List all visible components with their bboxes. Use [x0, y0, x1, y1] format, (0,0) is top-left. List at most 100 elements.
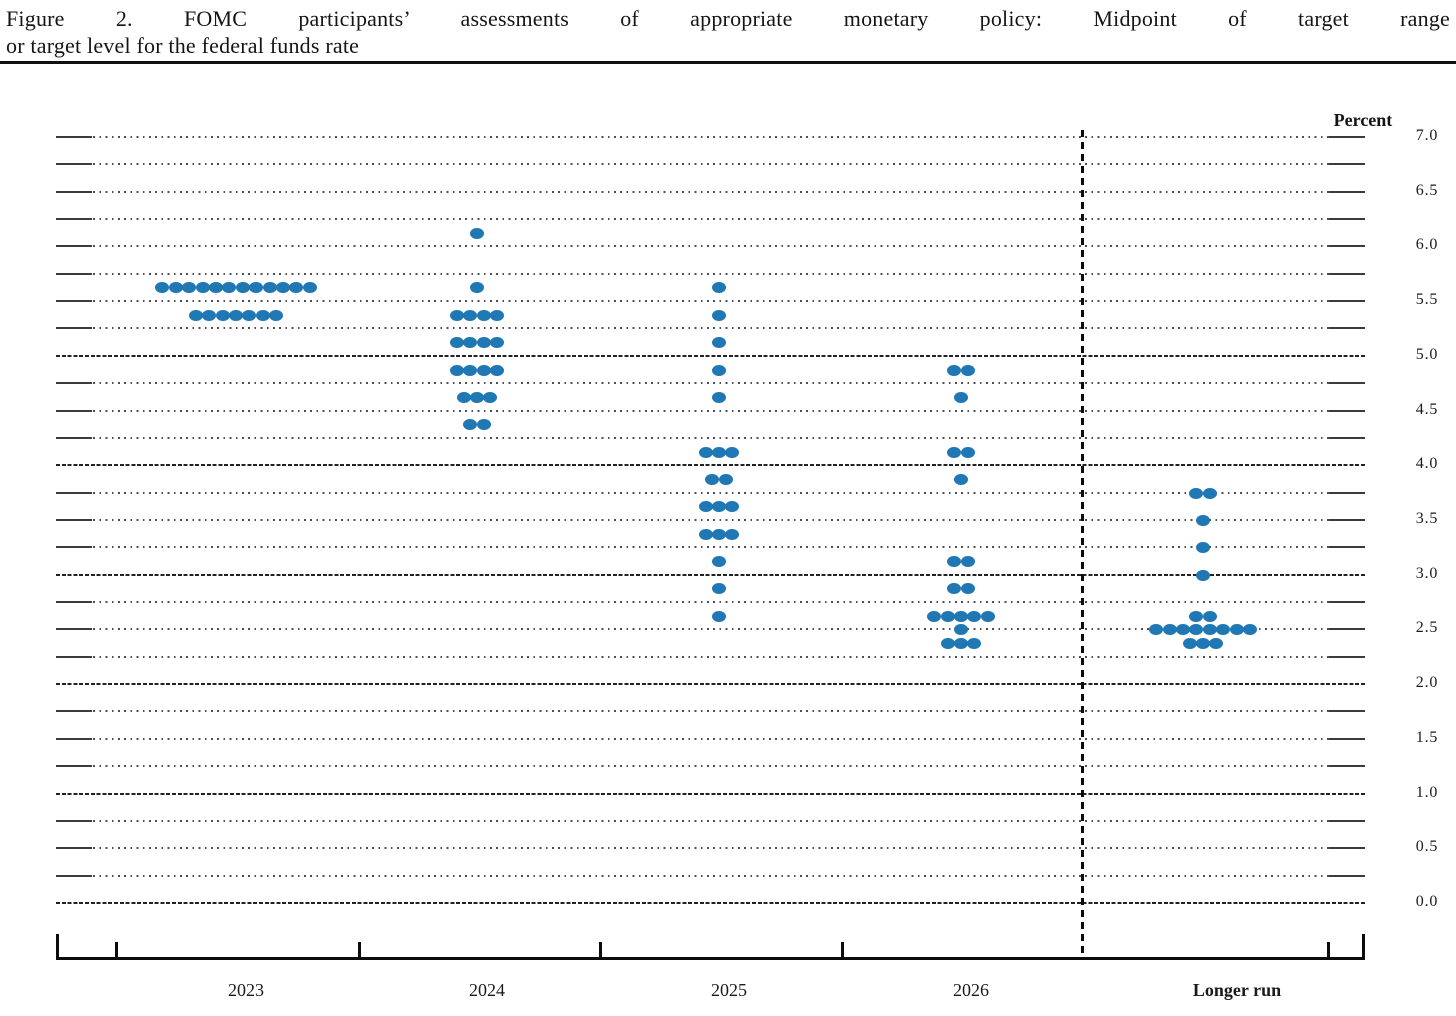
- gridline-end-tick: [1329, 519, 1365, 521]
- projection-dot: [725, 500, 740, 512]
- x-label-2024: 2024: [469, 980, 505, 1000]
- projection-dot: [449, 309, 464, 321]
- gridline-end-tick: [56, 327, 92, 329]
- projection-dot: [712, 446, 726, 458]
- dotted-gridline-6.5: [56, 191, 1365, 193]
- gridline-end-tick: [56, 875, 92, 877]
- dotted-gridline-2.5: [56, 628, 1365, 630]
- projection-dot: [698, 500, 713, 512]
- dotted-gridline-0.5: [56, 847, 1365, 849]
- y-tick-label: 2.5: [1415, 619, 1439, 636]
- gridline-end-tick: [1329, 382, 1365, 384]
- gridline-end-tick: [1329, 218, 1365, 220]
- projection-dot: [262, 281, 277, 293]
- solid-gridline-4: [56, 464, 1365, 466]
- gridline-end-tick: [1329, 628, 1365, 630]
- gridline-end-tick: [56, 519, 92, 521]
- gridline-end-tick: [56, 628, 92, 630]
- projection-dot: [1242, 623, 1257, 635]
- projection-dot: [1216, 623, 1231, 635]
- projection-dot: [1162, 623, 1177, 635]
- projection-dot: [490, 309, 505, 321]
- projection-dot: [463, 309, 478, 321]
- gridline-end-tick: [56, 847, 92, 849]
- projection-dot: [202, 309, 217, 321]
- projection-dot: [1209, 637, 1224, 649]
- dotted-gridline-4.25: [56, 437, 1365, 439]
- solid-gridline-0: [56, 902, 1365, 904]
- projection-dot: [705, 473, 720, 485]
- y-tick-label: 2.0: [1415, 674, 1439, 691]
- projection-dot: [476, 364, 491, 376]
- y-tick-label: 3.0: [1415, 565, 1439, 582]
- gridline-end-tick: [56, 492, 92, 494]
- projection-dot: [725, 446, 740, 458]
- y-tick-label: 5.5: [1415, 291, 1439, 308]
- projection-dot: [725, 528, 740, 540]
- dotted-gridline-6.25: [56, 218, 1365, 220]
- figure-title-line1: Figure 2. FOMC participants’ assessments…: [6, 6, 1450, 31]
- projection-dot: [490, 364, 505, 376]
- projection-dot: [1196, 514, 1210, 526]
- projection-dot: [712, 336, 726, 348]
- gridline-end-tick: [56, 163, 92, 165]
- dotted-gridline-3.5: [56, 519, 1365, 521]
- dotted-gridline-5.5: [56, 300, 1365, 302]
- projection-dot: [195, 281, 210, 293]
- projection-dot: [698, 446, 713, 458]
- dotted-gridline-2.25: [56, 656, 1365, 658]
- x-axis-tick: [841, 942, 844, 959]
- dotted-gridline-6.75: [56, 163, 1365, 165]
- projection-dot: [980, 610, 995, 622]
- gridline-end-tick: [56, 191, 92, 193]
- dotted-gridline-0.25: [56, 875, 1365, 877]
- gridline-end-tick: [1329, 738, 1365, 740]
- gridline-end-tick: [1329, 273, 1365, 275]
- projection-dot: [470, 391, 484, 403]
- gridline-end-tick: [1329, 136, 1365, 138]
- dotted-gridline-4.75: [56, 382, 1365, 384]
- gridline-end-tick: [1329, 300, 1365, 302]
- gridline-end-tick: [1329, 327, 1365, 329]
- figure-title: Figure 2. FOMC participants’ assessments…: [6, 5, 1450, 59]
- x-label-longer-run: Longer run: [1192, 980, 1282, 1000]
- projection-dot: [476, 418, 491, 430]
- gridline-end-tick: [1329, 492, 1365, 494]
- gridline-end-tick: [1329, 765, 1365, 767]
- dotted-gridline-1.5: [56, 738, 1365, 740]
- solid-gridline-5: [56, 355, 1365, 357]
- projection-dot: [712, 309, 726, 321]
- gridline-end-tick: [56, 218, 92, 220]
- projection-dot: [229, 309, 243, 321]
- projection-dot: [269, 309, 284, 321]
- solid-gridline-3: [56, 574, 1365, 576]
- projection-dot: [718, 473, 733, 485]
- projection-dot: [1189, 487, 1204, 499]
- solid-gridline-2: [56, 683, 1365, 685]
- projection-dot: [249, 281, 264, 293]
- projection-dot: [967, 610, 982, 622]
- projection-dot: [954, 391, 968, 403]
- gridline-end-tick: [56, 410, 92, 412]
- projection-dot: [463, 418, 478, 430]
- projection-dot: [476, 309, 491, 321]
- projection-dot: [960, 446, 975, 458]
- projection-dot: [940, 637, 955, 649]
- projection-dot: [463, 336, 478, 348]
- dotted-gridline-4.5: [56, 410, 1365, 412]
- x-axis-end-tick: [1362, 934, 1365, 959]
- gridline-end-tick: [56, 601, 92, 603]
- solid-gridline-1: [56, 793, 1365, 795]
- projection-dot: [155, 281, 170, 293]
- y-axis-unit-label: Percent: [1333, 110, 1393, 130]
- x-axis-line: [56, 957, 1365, 960]
- y-tick-label: 4.0: [1415, 455, 1439, 472]
- projection-dot: [954, 637, 968, 649]
- y-tick-label: 4.5: [1415, 401, 1439, 418]
- projection-dot: [302, 281, 317, 293]
- gridline-end-tick: [1329, 410, 1365, 412]
- x-axis-tick: [1327, 942, 1330, 959]
- gridline-end-tick: [56, 245, 92, 247]
- gridline-end-tick: [56, 136, 92, 138]
